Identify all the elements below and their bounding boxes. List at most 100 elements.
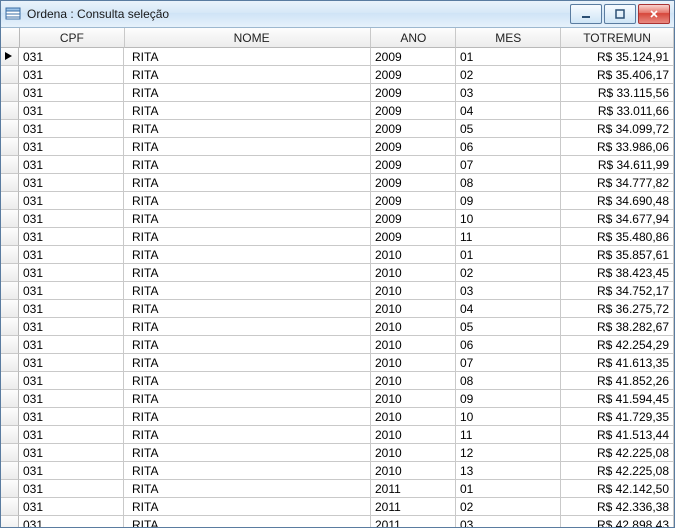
row-header[interactable] [1, 84, 19, 102]
row-header[interactable] [1, 390, 19, 408]
row-header[interactable] [1, 372, 19, 390]
cell-cpf[interactable]: 031 [19, 336, 124, 354]
row-header[interactable] [1, 282, 19, 300]
cell-nome[interactable]: RITA [124, 336, 371, 354]
table-row[interactable]: 031RITA201008R$ 41.852,26 [1, 372, 674, 390]
cell-mes[interactable]: 05 [456, 318, 561, 336]
cell-totremun[interactable]: R$ 34.752,17 [561, 282, 674, 300]
row-header[interactable] [1, 192, 19, 210]
cell-cpf[interactable]: 031 [19, 156, 124, 174]
cell-totremun[interactable]: R$ 35.857,61 [561, 246, 674, 264]
table-row[interactable]: 031RITA200904R$ 33.011,66 [1, 102, 674, 120]
cell-mes[interactable]: 10 [456, 408, 561, 426]
row-header[interactable] [1, 336, 19, 354]
table-row[interactable]: 031RITA201012R$ 42.225,08 [1, 444, 674, 462]
cell-mes[interactable]: 02 [456, 66, 561, 84]
table-row[interactable]: 031RITA200909R$ 34.690,48 [1, 192, 674, 210]
row-header[interactable] [1, 174, 19, 192]
row-header[interactable] [1, 48, 19, 66]
row-header[interactable] [1, 264, 19, 282]
cell-cpf[interactable]: 031 [19, 498, 124, 516]
cell-nome[interactable]: RITA [124, 84, 371, 102]
cell-mes[interactable]: 09 [456, 192, 561, 210]
cell-mes[interactable]: 03 [456, 516, 561, 527]
cell-ano[interactable]: 2011 [371, 480, 456, 498]
cell-nome[interactable]: RITA [124, 426, 371, 444]
table-row[interactable]: 031RITA201005R$ 38.282,67 [1, 318, 674, 336]
cell-totremun[interactable]: R$ 34.099,72 [561, 120, 674, 138]
table-row[interactable]: 031RITA200911R$ 35.480,86 [1, 228, 674, 246]
cell-cpf[interactable]: 031 [19, 390, 124, 408]
cell-ano[interactable]: 2010 [371, 318, 456, 336]
cell-nome[interactable]: RITA [124, 138, 371, 156]
cell-totremun[interactable]: R$ 33.986,06 [561, 138, 674, 156]
table-row[interactable]: 031RITA201103R$ 42.898,43 [1, 516, 674, 527]
close-button[interactable] [638, 4, 670, 24]
cell-ano[interactable]: 2010 [371, 462, 456, 480]
row-header[interactable] [1, 156, 19, 174]
cell-nome[interactable]: RITA [124, 192, 371, 210]
column-header-mes[interactable]: MES [456, 28, 561, 48]
cell-mes[interactable]: 06 [456, 138, 561, 156]
cell-mes[interactable]: 01 [456, 246, 561, 264]
cell-ano[interactable]: 2009 [371, 120, 456, 138]
cell-cpf[interactable]: 031 [19, 426, 124, 444]
cell-totremun[interactable]: R$ 33.115,56 [561, 84, 674, 102]
cell-cpf[interactable]: 031 [19, 408, 124, 426]
cell-mes[interactable]: 07 [456, 354, 561, 372]
cell-totremun[interactable]: R$ 34.611,99 [561, 156, 674, 174]
table-row[interactable]: 031RITA201006R$ 42.254,29 [1, 336, 674, 354]
cell-nome[interactable]: RITA [124, 66, 371, 84]
row-header[interactable] [1, 426, 19, 444]
cell-nome[interactable]: RITA [124, 408, 371, 426]
table-row[interactable]: 031RITA201010R$ 41.729,35 [1, 408, 674, 426]
cell-nome[interactable]: RITA [124, 282, 371, 300]
cell-totremun[interactable]: R$ 41.613,35 [561, 354, 674, 372]
cell-mes[interactable]: 11 [456, 228, 561, 246]
row-header[interactable] [1, 318, 19, 336]
cell-cpf[interactable]: 031 [19, 318, 124, 336]
cell-nome[interactable]: RITA [124, 264, 371, 282]
cell-totremun[interactable]: R$ 41.513,44 [561, 426, 674, 444]
cell-nome[interactable]: RITA [124, 156, 371, 174]
cell-totremun[interactable]: R$ 34.677,94 [561, 210, 674, 228]
row-header[interactable] [1, 228, 19, 246]
cell-totremun[interactable]: R$ 36.275,72 [561, 300, 674, 318]
cell-ano[interactable]: 2010 [371, 372, 456, 390]
row-header[interactable] [1, 354, 19, 372]
cell-totremun[interactable]: R$ 41.729,35 [561, 408, 674, 426]
table-row[interactable]: 031RITA200902R$ 35.406,17 [1, 66, 674, 84]
minimize-button[interactable] [570, 4, 602, 24]
cell-totremun[interactable]: R$ 35.480,86 [561, 228, 674, 246]
cell-nome[interactable]: RITA [124, 462, 371, 480]
maximize-button[interactable] [604, 4, 636, 24]
cell-cpf[interactable]: 031 [19, 174, 124, 192]
cell-cpf[interactable]: 031 [19, 372, 124, 390]
cell-cpf[interactable]: 031 [19, 102, 124, 120]
table-row[interactable]: 031RITA200901R$ 35.124,91 [1, 48, 674, 66]
cell-ano[interactable]: 2010 [371, 282, 456, 300]
cell-cpf[interactable]: 031 [19, 48, 124, 66]
table-row[interactable]: 031RITA200908R$ 34.777,82 [1, 174, 674, 192]
cell-nome[interactable]: RITA [124, 48, 371, 66]
table-row[interactable]: 031RITA200907R$ 34.611,99 [1, 156, 674, 174]
table-row[interactable]: 031RITA201002R$ 38.423,45 [1, 264, 674, 282]
cell-mes[interactable]: 03 [456, 282, 561, 300]
cell-ano[interactable]: 2010 [371, 336, 456, 354]
cell-totremun[interactable]: R$ 42.898,43 [561, 516, 674, 527]
cell-cpf[interactable]: 031 [19, 300, 124, 318]
column-header-cpf[interactable]: CPF [20, 28, 125, 48]
cell-nome[interactable]: RITA [124, 318, 371, 336]
cell-totremun[interactable]: R$ 38.282,67 [561, 318, 674, 336]
cell-mes[interactable]: 04 [456, 300, 561, 318]
row-header[interactable] [1, 246, 19, 264]
table-row[interactable]: 031RITA201101R$ 42.142,50 [1, 480, 674, 498]
cell-mes[interactable]: 07 [456, 156, 561, 174]
cell-ano[interactable]: 2009 [371, 48, 456, 66]
cell-ano[interactable]: 2009 [371, 66, 456, 84]
row-header[interactable] [1, 66, 19, 84]
row-header[interactable] [1, 210, 19, 228]
cell-ano[interactable]: 2010 [371, 264, 456, 282]
cell-nome[interactable]: RITA [124, 102, 371, 120]
cell-totremun[interactable]: R$ 41.852,26 [561, 372, 674, 390]
